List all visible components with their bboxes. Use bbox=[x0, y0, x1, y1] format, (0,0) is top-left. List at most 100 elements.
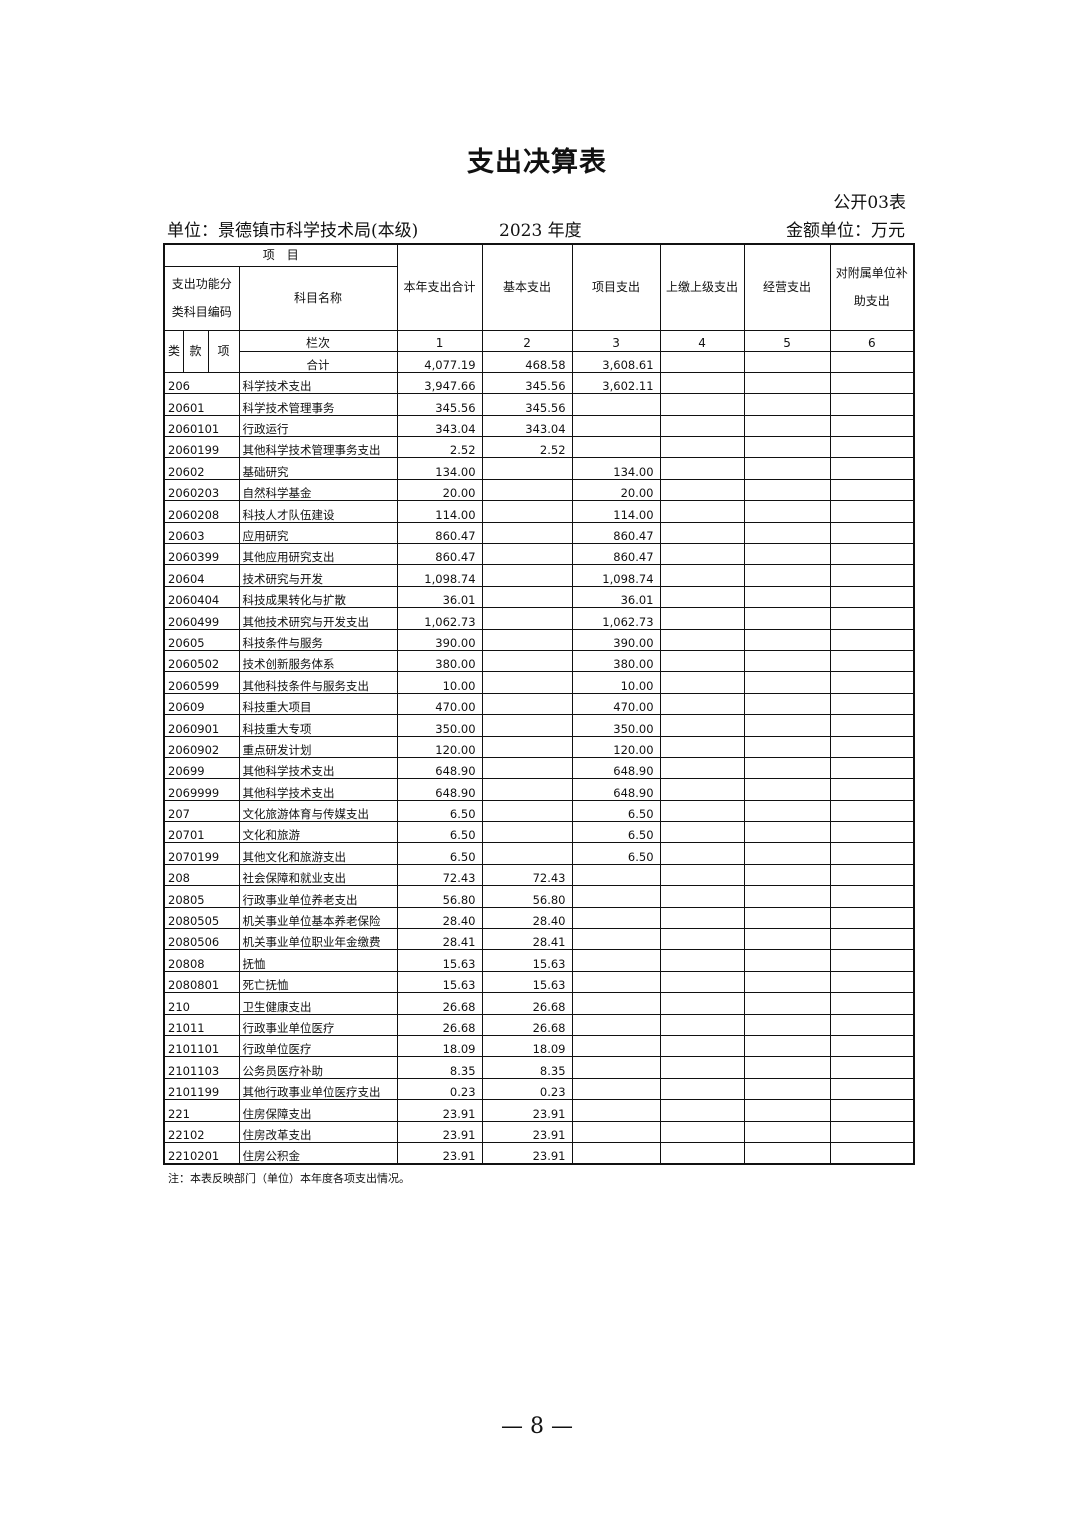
name-cell: 机关事业单位基本养老保险 bbox=[238, 906, 398, 930]
code-cell: 206 bbox=[163, 371, 240, 395]
remit-cell bbox=[659, 543, 745, 566]
operating-cell bbox=[743, 1120, 831, 1143]
name-cell: 科技成果转化与扩散 bbox=[238, 585, 398, 609]
remit-cell bbox=[659, 671, 745, 694]
code-cell: 2101103 bbox=[163, 1056, 240, 1079]
col-num: 3 bbox=[571, 329, 661, 352]
amount-unit: 金额单位：万元 bbox=[786, 221, 905, 241]
subsidy-cell bbox=[829, 393, 915, 416]
code-cell: 2060101 bbox=[163, 414, 240, 438]
project-cell: 134.00 bbox=[571, 457, 661, 480]
table-row: 20601 科学技术管理事务 345.56 345.56 bbox=[163, 393, 915, 416]
remit-cell bbox=[659, 1077, 745, 1101]
operating-cell bbox=[743, 992, 831, 1015]
basic-cell: 0.23 bbox=[481, 1077, 573, 1101]
operating-cell bbox=[743, 1013, 831, 1037]
col-num: 2 bbox=[481, 329, 573, 352]
name-cell: 住房保障支出 bbox=[238, 1099, 398, 1122]
table-row: 2070199 其他文化和旅游支出 6.50 6.50 bbox=[163, 842, 915, 865]
remit-cell bbox=[659, 414, 745, 438]
total-cell: 15.63 bbox=[396, 949, 483, 972]
total-cell: 470.00 bbox=[396, 692, 483, 716]
operating-cell bbox=[743, 799, 831, 823]
remit-cell bbox=[659, 928, 745, 951]
basic-cell: 8.35 bbox=[481, 1056, 573, 1079]
operating-cell bbox=[743, 949, 831, 972]
operating-cell bbox=[743, 842, 831, 865]
code-cell: 2060208 bbox=[163, 500, 240, 523]
name-cell: 住房改革支出 bbox=[238, 1120, 398, 1143]
code-cell: 221 bbox=[163, 1099, 240, 1122]
code-cell: 20602 bbox=[163, 457, 240, 480]
subsidy-cell bbox=[829, 1077, 915, 1101]
table-row: 20805 行政事业单位养老支出 56.80 56.80 bbox=[163, 885, 915, 908]
table-row: 2101103 公务员医疗补助 8.35 8.35 bbox=[163, 1056, 915, 1079]
remit-cell bbox=[659, 628, 745, 651]
basic-cell: 26.68 bbox=[481, 1013, 573, 1037]
name-cell: 科技重大专项 bbox=[238, 714, 398, 737]
total-cell: 72.43 bbox=[396, 863, 483, 887]
total-cell: 6.50 bbox=[396, 821, 483, 844]
remit-cell bbox=[659, 371, 745, 395]
remit-cell bbox=[659, 521, 745, 545]
remit-cell bbox=[659, 842, 745, 865]
name-cell: 科学技术管理事务 bbox=[238, 393, 398, 416]
operating-cell bbox=[743, 1141, 831, 1165]
remit-cell bbox=[659, 607, 745, 630]
operating-cell bbox=[743, 543, 831, 566]
name-cell: 其他科学技术支出 bbox=[238, 756, 398, 780]
remit-cell bbox=[659, 436, 745, 459]
name-cell: 公务员医疗补助 bbox=[238, 1056, 398, 1079]
subsidy-cell bbox=[829, 735, 915, 758]
remit-cell bbox=[659, 393, 745, 416]
operating-cell bbox=[743, 564, 831, 587]
code-cell: 20604 bbox=[163, 564, 240, 587]
total-cell: 26.68 bbox=[396, 992, 483, 1015]
subsidy-cell bbox=[829, 692, 915, 716]
code-cell: 2210201 bbox=[163, 1141, 240, 1165]
remit-cell bbox=[659, 970, 745, 994]
table-row: 2060399 其他应用研究支出 860.47 860.47 bbox=[163, 543, 915, 566]
total-cell: 36.01 bbox=[396, 585, 483, 609]
header-xiang: 项 bbox=[207, 329, 240, 373]
operating-cell bbox=[743, 436, 831, 459]
header-total: 本年支出合计 bbox=[396, 243, 483, 331]
operating-cell bbox=[743, 607, 831, 630]
code-cell: 20808 bbox=[163, 949, 240, 972]
basic-cell bbox=[481, 778, 573, 801]
name-cell: 技术研究与开发 bbox=[238, 564, 398, 587]
subsidy-cell bbox=[829, 885, 915, 908]
total-cell: 648.90 bbox=[396, 756, 483, 780]
name-cell: 其他科技条件与服务支出 bbox=[238, 671, 398, 694]
total-cell: 343.04 bbox=[396, 414, 483, 438]
remit-cell bbox=[659, 714, 745, 737]
table-row: 210 卫生健康支出 26.68 26.68 bbox=[163, 992, 915, 1015]
total-value bbox=[829, 350, 915, 373]
code-cell: 2080505 bbox=[163, 906, 240, 930]
table-row: 207 文化旅游体育与传媒支出 6.50 6.50 bbox=[163, 799, 915, 823]
table-row: 20603 应用研究 860.47 860.47 bbox=[163, 521, 915, 545]
col-num: 6 bbox=[829, 329, 915, 352]
project-cell bbox=[571, 1034, 661, 1058]
code-cell: 2060199 bbox=[163, 436, 240, 459]
remit-cell bbox=[659, 863, 745, 887]
table-row: 20609 科技重大项目 470.00 470.00 bbox=[163, 692, 915, 716]
remit-cell bbox=[659, 1099, 745, 1122]
code-cell: 22102 bbox=[163, 1120, 240, 1143]
total-cell: 10.00 bbox=[396, 671, 483, 694]
basic-cell: 343.04 bbox=[481, 414, 573, 438]
basic-cell bbox=[481, 735, 573, 758]
project-cell bbox=[571, 1141, 661, 1165]
name-cell: 其他文化和旅游支出 bbox=[238, 842, 398, 865]
total-cell: 56.80 bbox=[396, 885, 483, 908]
name-cell: 应用研究 bbox=[238, 521, 398, 545]
operating-cell bbox=[743, 714, 831, 737]
project-cell bbox=[571, 1077, 661, 1101]
header-name: 科目名称 bbox=[238, 265, 398, 331]
name-cell: 行政单位医疗 bbox=[238, 1034, 398, 1058]
total-cell: 15.63 bbox=[396, 970, 483, 994]
basic-cell: 15.63 bbox=[481, 949, 573, 972]
table-row: 20701 文化和旅游 6.50 6.50 bbox=[163, 821, 915, 844]
table-row: 2080801 死亡抚恤 15.63 15.63 bbox=[163, 970, 915, 994]
remit-cell bbox=[659, 756, 745, 780]
